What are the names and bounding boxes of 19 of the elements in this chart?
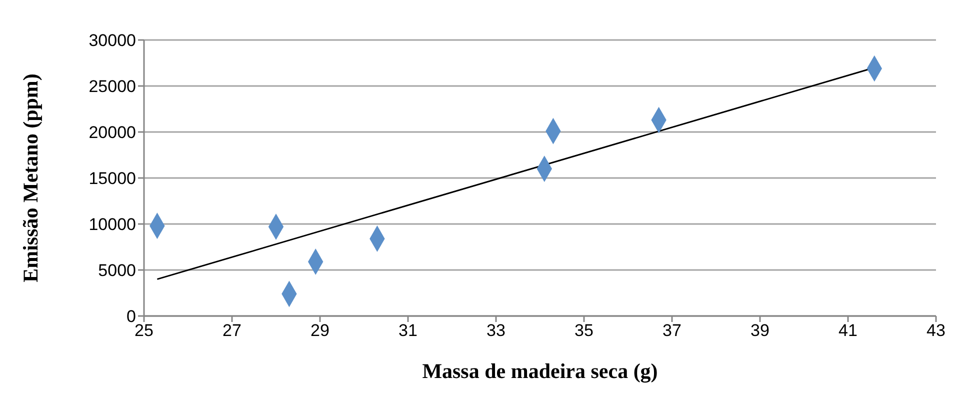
- y-tick-label: 20000: [88, 123, 136, 142]
- y-tick-label: 25000: [88, 77, 136, 96]
- x-tick-label: 25: [134, 321, 154, 340]
- y-tick-label: 15000: [88, 169, 136, 188]
- x-axis-title: Massa de madeira seca (g): [422, 359, 658, 383]
- y-tick-label: 10000: [88, 215, 136, 234]
- x-tick-label: 33: [486, 321, 506, 340]
- y-tick-label: 0: [126, 307, 136, 326]
- x-tick-label: 31: [398, 321, 418, 340]
- y-axis-title: Emissão Metano (ppm): [18, 74, 42, 282]
- x-tick-label: 29: [310, 321, 330, 340]
- x-tick-label: 41: [838, 321, 858, 340]
- x-tick-label: 35: [574, 321, 594, 340]
- x-tick-label: 37: [662, 321, 682, 340]
- x-tick-label: 27: [222, 321, 242, 340]
- x-tick-label: 39: [750, 321, 770, 340]
- x-tick-label: 43: [926, 321, 946, 340]
- y-tick-label: 5000: [98, 261, 136, 280]
- y-tick-label: 30000: [88, 31, 136, 50]
